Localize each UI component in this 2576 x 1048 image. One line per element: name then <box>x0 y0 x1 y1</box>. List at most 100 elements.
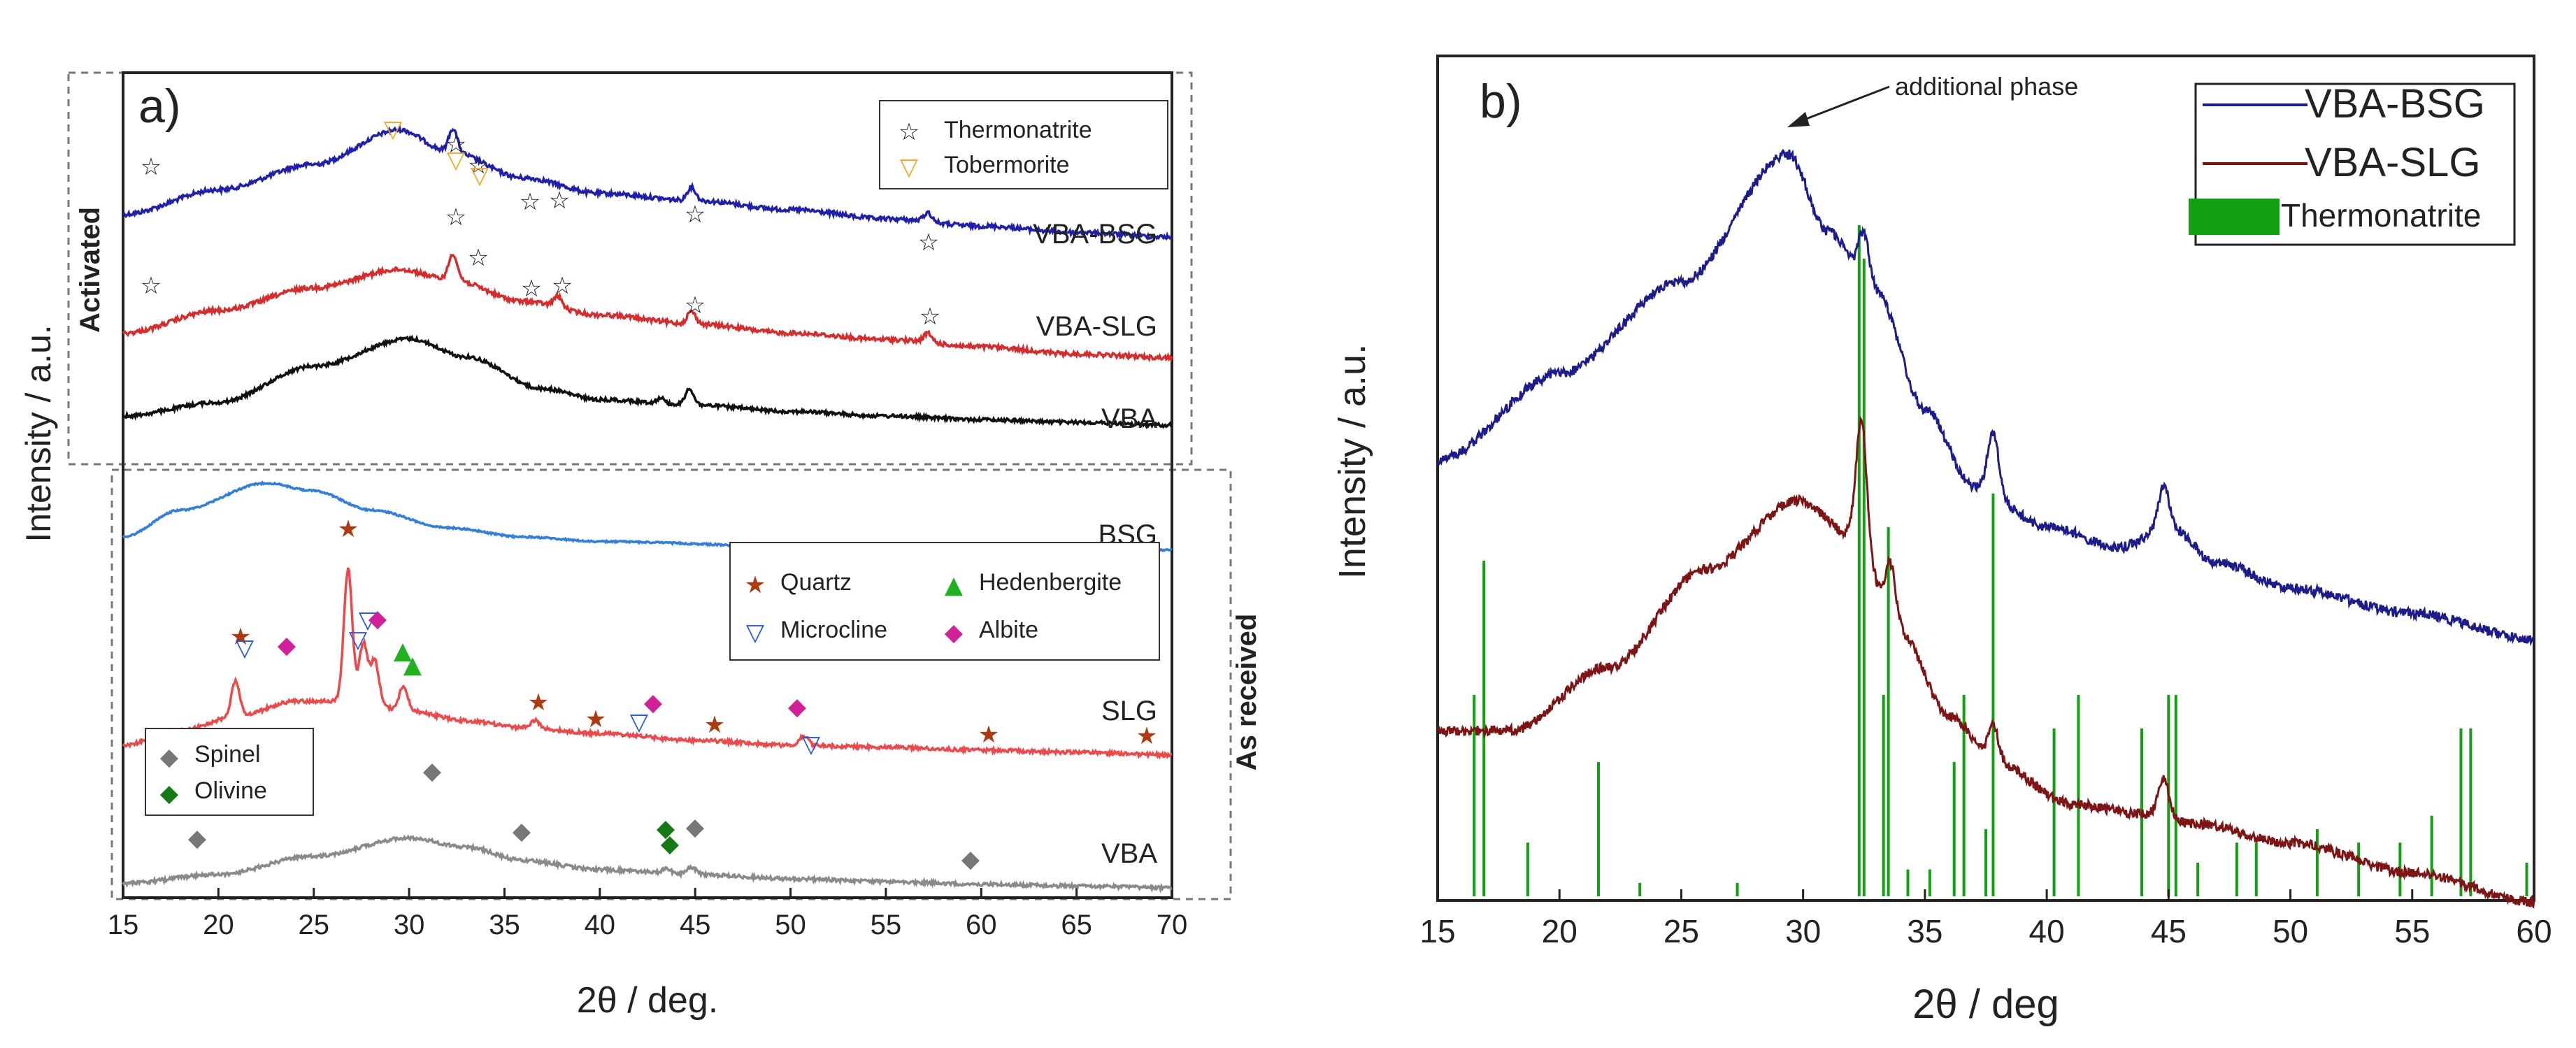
tobermorite-marker: ▽ <box>384 115 403 143</box>
x-tick-label: 65 <box>1061 910 1092 940</box>
legend-as-received-frame <box>729 542 1160 661</box>
panel-a-label: a) <box>138 80 180 133</box>
series-line-vba-2 <box>122 334 1173 429</box>
panel-a-y-axis-label: Intensity / a.u. <box>19 324 58 542</box>
x-tick-label: 25 <box>298 910 329 940</box>
panel-b: b) Intensity / a.u. 2θ / deg 15 20 25 30 35 4… <box>1331 55 2552 1027</box>
x-tick-label: 55 <box>2394 913 2430 949</box>
label-vba-bsg: VBA-BSG <box>1033 219 1157 250</box>
legend-hedenbergite: Hedenbergite <box>979 569 1122 596</box>
hedenbergite-marker: ▲ <box>394 637 413 665</box>
spinel-marker: ◆ <box>423 757 442 785</box>
legend-olivine: Olivine <box>194 777 267 804</box>
thermonatrite-marker: ☆ <box>920 303 940 330</box>
thermonatrite-marker: ☆ <box>520 189 541 215</box>
spinel-marker: ◆ <box>188 824 207 852</box>
tobermorite-marker: ▽ <box>471 161 489 189</box>
x-tick-label: 60 <box>966 910 997 940</box>
x-tick-label: 20 <box>1542 913 1577 949</box>
panel-b-series <box>1436 148 2535 909</box>
legend-vba-bsg: VBA-BSG <box>2305 81 2485 127</box>
x-tick-label: 15 <box>1419 913 1455 949</box>
panel-a-plot-frame <box>122 71 1173 899</box>
x-tick-label: 40 <box>2029 913 2065 949</box>
microcline-marker: ▽ <box>802 731 821 759</box>
thermonatrite-marker: ☆ <box>685 292 706 319</box>
microcline-marker: ▽ <box>236 634 255 662</box>
albite-legend-icon: ◆ <box>945 619 964 647</box>
quartz-marker: ★ <box>1136 722 1157 750</box>
panel-a-x-axis-label: 2θ / deg. <box>577 980 718 1021</box>
thermonatrite-marker: ☆ <box>685 201 706 228</box>
legend-thermonatrite: Thermonatrite <box>944 117 1092 143</box>
legend-vba-slg: VBA-SLG <box>2305 140 2480 185</box>
quartz-marker: ★ <box>528 689 549 717</box>
x-tick-label: 50 <box>2273 913 2308 949</box>
label-vba-slg: VBA-SLG <box>1036 311 1157 342</box>
albite-marker: ◆ <box>788 693 807 721</box>
thermonatrite-marker: ☆ <box>549 187 570 214</box>
tobermorite-marker: ▽ <box>447 146 466 174</box>
quartz-marker: ★ <box>338 515 359 543</box>
thermonatrite-marker: ☆ <box>552 273 573 299</box>
x-tick-label: 15 <box>108 910 139 940</box>
x-tick-label: 45 <box>2151 913 2187 949</box>
thermonatrite-marker: ☆ <box>468 245 489 271</box>
annotation-arrow-line <box>1802 85 1890 122</box>
x-tick-label: 70 <box>1157 910 1188 940</box>
as-received-label: As received <box>1231 614 1262 771</box>
microcline-marker: ▽ <box>359 606 378 634</box>
albite-marker: ◆ <box>644 689 663 717</box>
microcline-marker: ▽ <box>349 626 368 654</box>
x-tick-label: 35 <box>1907 913 1942 949</box>
panel-b-plot-frame <box>1436 55 2535 902</box>
olivine-marker: ◆ <box>657 814 675 842</box>
quartz-marker: ★ <box>704 711 725 739</box>
legend-quartz: Quartz <box>780 569 852 596</box>
legend-activated: ☆ Thermonatrite ▽ Tobermorite <box>879 100 1168 189</box>
legend-albite: Albite <box>979 617 1038 643</box>
legend-tobermorite: Tobermorite <box>944 152 1070 178</box>
hedenbergite-marker: ▲ <box>403 651 422 679</box>
thermonatrite-marker: ☆ <box>141 154 162 180</box>
legend-vba: ◆ Spinel ◆ Olivine <box>145 728 314 816</box>
legend-activated-frame <box>879 100 1168 189</box>
thermonatrite-marker: ☆ <box>521 275 542 302</box>
annotation-additional-phase: additional phase <box>1895 72 2078 101</box>
x-tick-label: 40 <box>585 910 616 940</box>
microcline-legend-icon: ▽ <box>746 619 765 647</box>
spinel-marker: ◆ <box>686 813 705 841</box>
quartz-marker: ★ <box>978 721 999 749</box>
label-vba-activated: VBA <box>1101 403 1157 434</box>
series-line-vba-slg <box>1436 415 2535 909</box>
x-tick-label: 60 <box>2516 913 2552 949</box>
thermonatrite-marker: ☆ <box>141 273 162 299</box>
phase-markers: ☆ ☆ ☆ ☆ ☆ ☆ ☆ ☆ ☆ ☆ ☆ ☆ ☆ ☆ ▽ ▽ ▽ ★ ★ ★ … <box>141 115 1157 873</box>
series-line-vba-bsg <box>1436 148 2535 647</box>
legend-spinel: Spinel <box>194 741 261 768</box>
x-tick-label: 30 <box>1785 913 1821 949</box>
activated-label: Activated <box>75 207 106 333</box>
x-tick-label: 45 <box>680 910 711 940</box>
legend-microcline: Microcline <box>780 617 887 643</box>
label-slg: SLG <box>1101 696 1157 726</box>
microcline-marker: ▽ <box>630 708 649 736</box>
olivine-marker: ◆ <box>661 830 680 858</box>
legend-thermonatrite-swatch <box>2189 199 2280 235</box>
x-tick-label: 25 <box>1663 913 1699 949</box>
spinel-marker: ◆ <box>961 845 980 873</box>
series-line-vba-5 <box>122 834 1173 893</box>
thermonatrite-marker: ☆ <box>445 204 466 231</box>
panel-b-y-axis-label: Intensity / a.u. <box>1331 344 1373 579</box>
legend-as-received: ★ Quartz ▲ Hedenbergite ▽ Microcline ◆ A… <box>729 542 1160 661</box>
activated-region-box <box>67 71 1193 466</box>
series-line-slg-4 <box>122 567 1172 760</box>
tobermorite-legend-icon: ▽ <box>900 153 919 181</box>
legend-vba-frame <box>145 728 314 816</box>
albite-marker: ◆ <box>368 605 387 633</box>
x-tick-label: 50 <box>775 910 806 940</box>
series-line-vba-bsg-0 <box>122 124 1173 241</box>
label-vba-received: VBA <box>1101 838 1157 869</box>
x-tick-label: 20 <box>203 910 234 940</box>
